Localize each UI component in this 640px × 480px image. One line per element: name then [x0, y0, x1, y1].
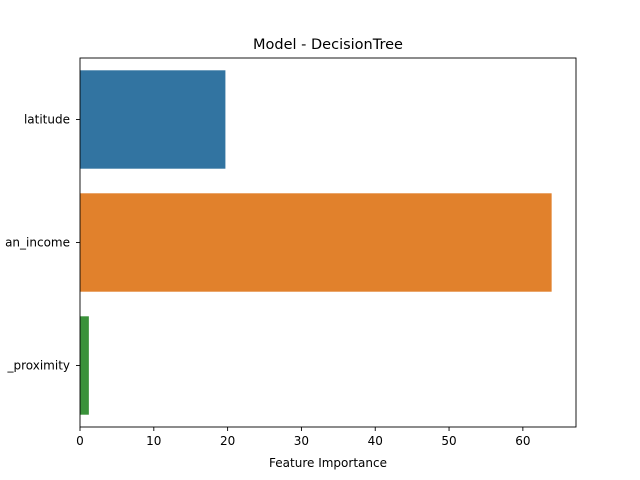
x-tick-label: 40	[368, 434, 383, 448]
bars-group	[80, 70, 552, 415]
y-tick-label: an_income	[5, 236, 70, 250]
y-axis: latitude an_income _proximity	[5, 113, 80, 373]
x-tick-label: 20	[220, 434, 235, 448]
x-tick-label: 10	[146, 434, 161, 448]
plot-frame	[79, 57, 577, 428]
bar-latitude	[80, 70, 226, 169]
y-tick-label: _proximity	[6, 359, 70, 373]
x-axis-label: Feature Importance	[269, 456, 387, 470]
x-tick-label: 30	[294, 434, 309, 448]
chart-title: Model - DecisionTree	[253, 37, 403, 53]
x-axis: 0 10 20 30 40 50 60	[76, 427, 530, 448]
bar-ocean-proximity	[80, 316, 89, 415]
x-tick-label: 60	[515, 434, 530, 448]
y-tick-label: latitude	[24, 113, 70, 127]
x-tick-label: 0	[76, 434, 84, 448]
bar-median-income	[80, 193, 552, 292]
x-tick-label: 50	[441, 434, 456, 448]
